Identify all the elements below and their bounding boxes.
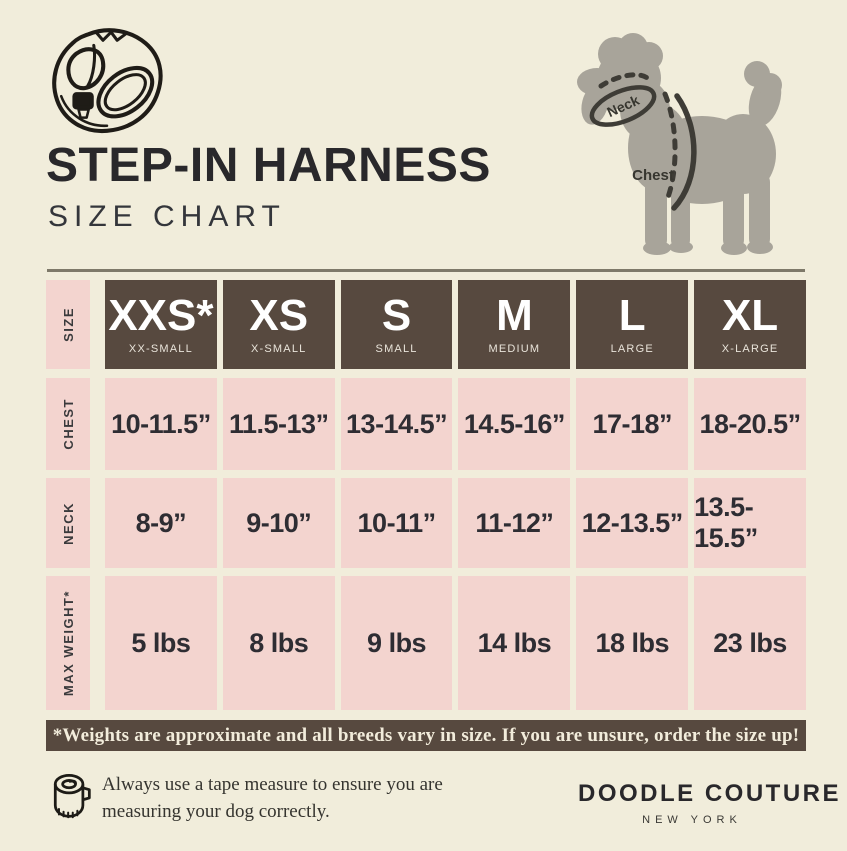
- size-name: XX-SMALL: [128, 343, 193, 355]
- row-label-chest: CHEST: [46, 378, 90, 470]
- row-label-neck: NECK: [46, 478, 90, 568]
- max-weight-value: 8 lbs: [222, 576, 335, 710]
- footnote-bar: *Weights are approximate and all breeds …: [46, 720, 806, 751]
- measure-note: Always use a tape measure to ensure you …: [102, 774, 443, 822]
- size-abbr: XS: [249, 291, 309, 340]
- size-abbr: XL: [721, 291, 779, 340]
- chest-row: CHEST 10-11.5” 11.5-13” 13-14.5” 14.5-16…: [46, 378, 806, 470]
- chest-value: 13-14.5”: [340, 378, 453, 470]
- neck-value: 10-11”: [340, 478, 453, 568]
- size-cell-xl: XL X-LARGE: [694, 280, 806, 369]
- max-weight-value: 14 lbs: [458, 576, 571, 710]
- brand-block: DOODLE COUTURE NEW YORK: [578, 780, 841, 826]
- chest-value: 11.5-13”: [222, 378, 335, 470]
- chest-value: 14.5-16”: [458, 378, 571, 470]
- max-weight-value: 23 lbs: [694, 576, 806, 710]
- harness-icon: [52, 28, 163, 134]
- dog-silhouette: [577, 33, 782, 255]
- size-cell-m: M MEDIUM: [458, 280, 571, 369]
- size-abbr: XXS*: [108, 291, 214, 340]
- neck-row: NECK 8-9” 9-10” 10-11” 11-12” 12-13.5” 1…: [46, 478, 806, 568]
- tape-measure-icon: [53, 774, 91, 819]
- size-cell-l: L LARGE: [576, 280, 689, 369]
- chest-value: 18-20.5”: [694, 378, 806, 470]
- size-name: LARGE: [610, 343, 654, 355]
- size-name: MEDIUM: [488, 343, 541, 355]
- neck-value: 13.5-15.5”: [694, 478, 806, 568]
- size-cell-xxs: XXS* XX-SMALL: [105, 280, 217, 369]
- neck-value: 11-12”: [458, 478, 571, 568]
- chest-value: 10-11.5”: [105, 378, 217, 470]
- footnote-text: *Weights are approximate and all breeds …: [52, 724, 800, 746]
- neck-value: 8-9”: [105, 478, 217, 568]
- max-weight-value: 18 lbs: [576, 576, 689, 710]
- size-abbr: S: [381, 291, 412, 340]
- row-label-size: SIZE: [46, 280, 90, 369]
- dog-measurement-diagram: Neck Chest: [577, 33, 782, 255]
- page-subtitle: SIZE CHART: [48, 200, 286, 233]
- size-name: X-SMALL: [251, 343, 307, 355]
- size-table: SIZE XXS* XX-SMALL XS X-SMALL S SMALL M …: [46, 280, 806, 720]
- brand-name: DOODLE COUTURE: [578, 780, 841, 807]
- size-cell-xs: XS X-SMALL: [222, 280, 335, 369]
- divider-rule: [47, 269, 805, 272]
- chest-label: Chest: [632, 167, 674, 184]
- size-header-row: SIZE XXS* XX-SMALL XS X-SMALL S SMALL M …: [46, 280, 806, 369]
- size-name: SMALL: [375, 343, 418, 355]
- size-name: X-LARGE: [721, 343, 779, 355]
- max-weight-value: 5 lbs: [105, 576, 217, 710]
- page-title: STEP-IN HARNESS: [46, 139, 491, 192]
- size-cell-s: S SMALL: [340, 280, 453, 369]
- row-label-max-weight: MAX WEIGHT*: [46, 576, 90, 710]
- chest-value: 17-18”: [576, 378, 689, 470]
- max-weight-row: MAX WEIGHT* 5 lbs 8 lbs 9 lbs 14 lbs 18 …: [46, 576, 806, 710]
- size-abbr: L: [618, 291, 646, 340]
- brand-location: NEW YORK: [642, 814, 742, 826]
- size-abbr: M: [496, 291, 533, 340]
- neck-value: 9-10”: [222, 478, 335, 568]
- neck-value: 12-13.5”: [576, 478, 689, 568]
- max-weight-value: 9 lbs: [340, 576, 453, 710]
- neck-measure-line: [589, 72, 657, 127]
- chest-measure-line: [662, 91, 697, 211]
